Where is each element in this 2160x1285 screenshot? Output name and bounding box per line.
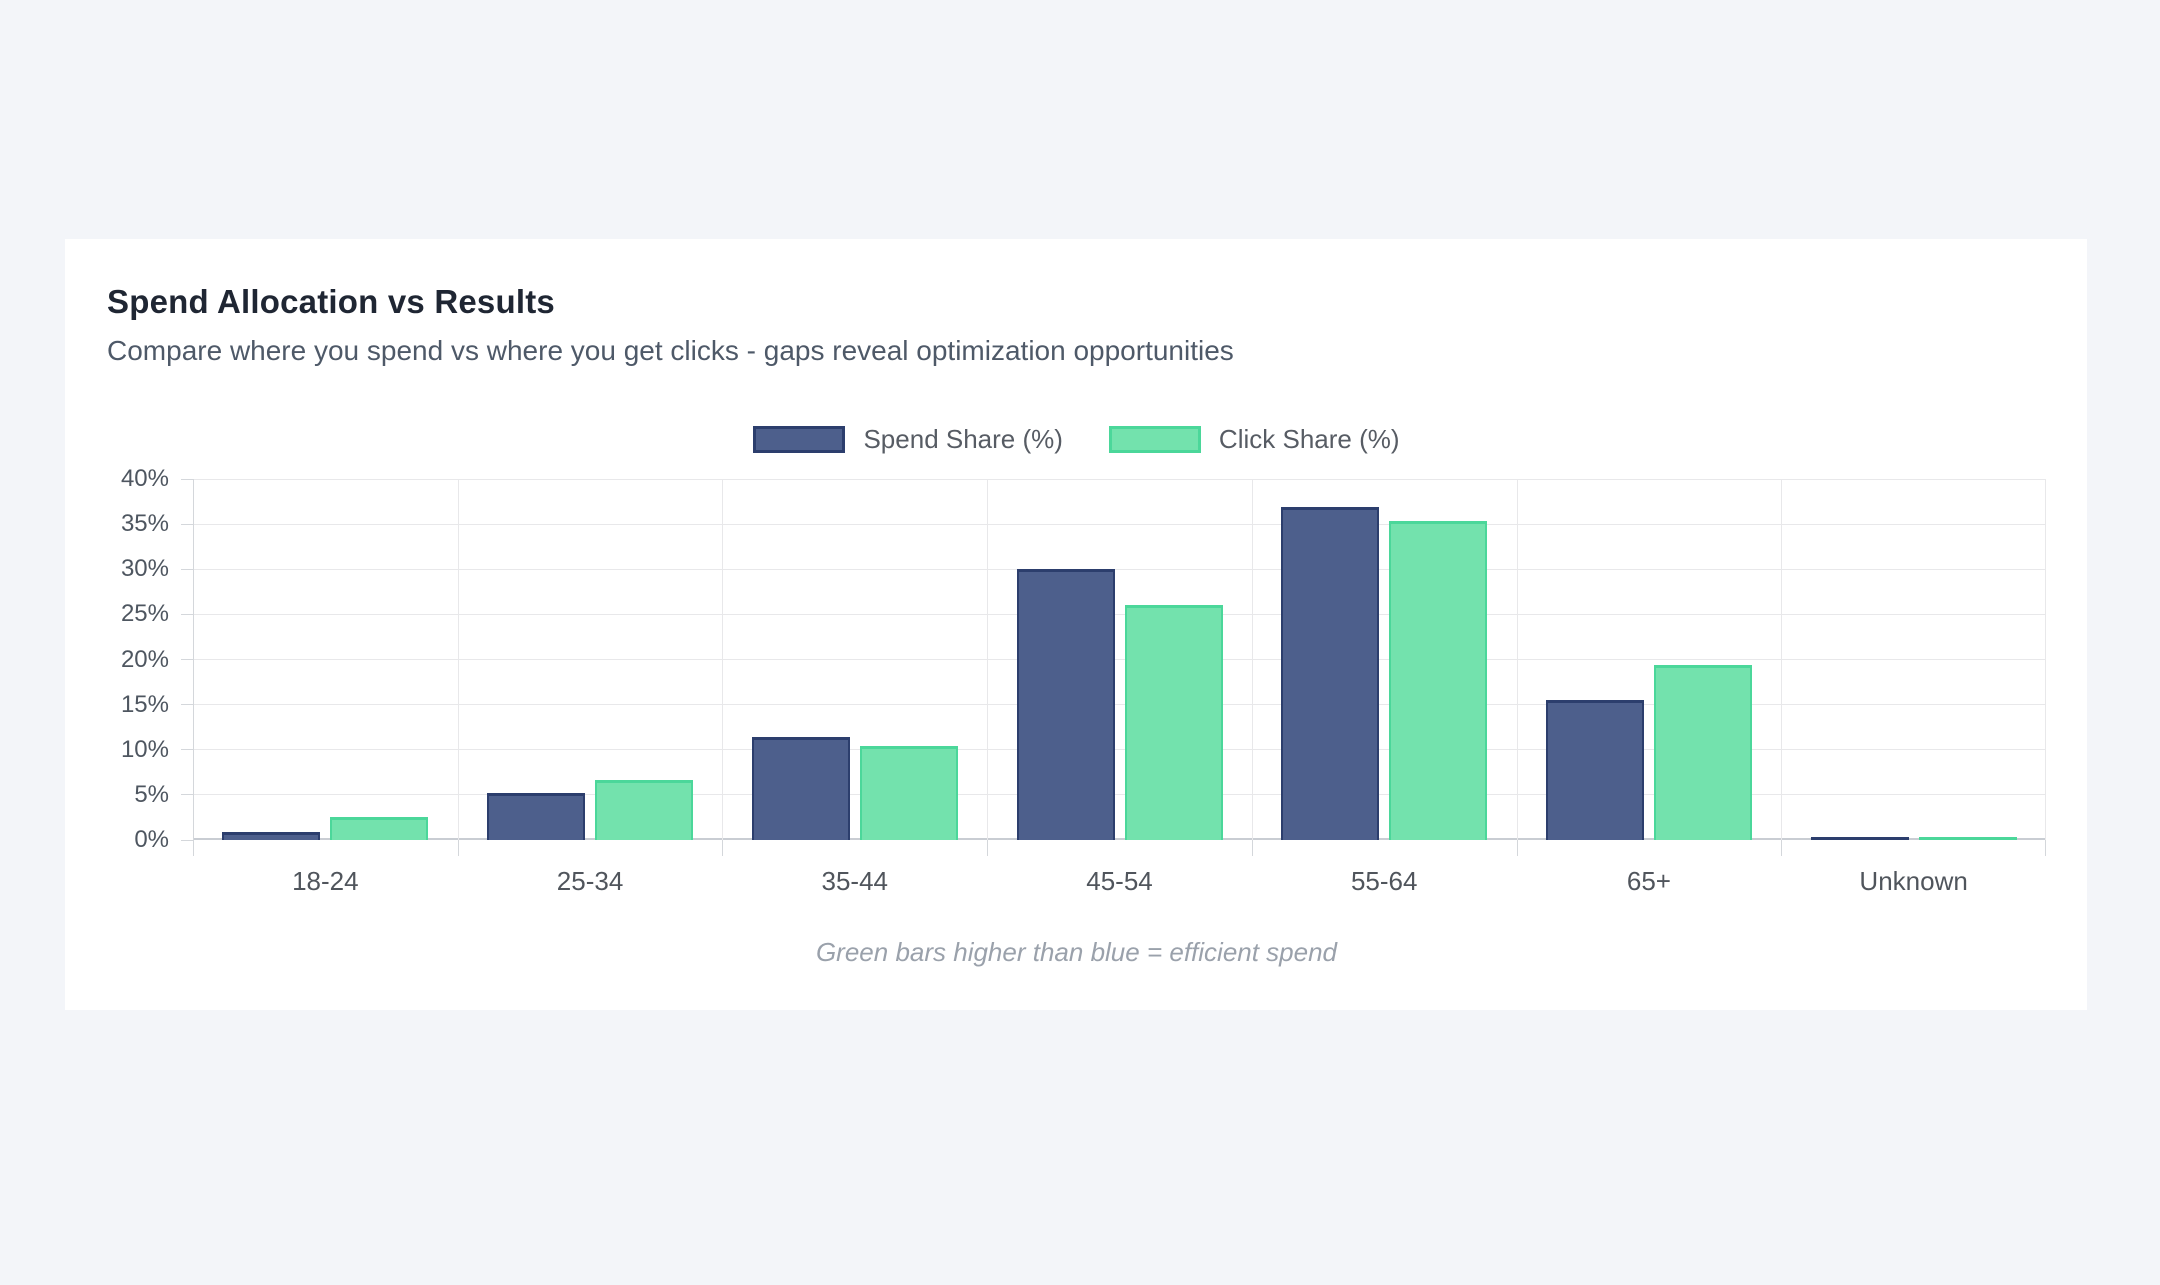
y-axis-tick — [181, 478, 193, 480]
legend-label: Spend Share (%) — [863, 424, 1063, 454]
v-gridline — [722, 479, 724, 840]
x-axis-tick — [722, 840, 724, 856]
x-axis-tick — [1781, 840, 1783, 856]
v-gridline — [987, 479, 989, 840]
y-axis-tick-label: 20% — [120, 645, 169, 673]
bar-spend-35-44[interactable] — [752, 737, 850, 840]
v-gridline — [1516, 479, 1518, 840]
x-axis-tick — [987, 840, 989, 856]
y-axis-tick-label: 30% — [120, 555, 169, 583]
h-gridline — [193, 523, 2046, 525]
y-axis-tick-label: 5% — [134, 780, 169, 808]
chart-footnote: Green bars higher than blue = efficient … — [815, 937, 1338, 967]
bar-spend-65+[interactable] — [1546, 700, 1644, 840]
chart-card: Spend Allocation vs Results Compare wher… — [65, 239, 2087, 1010]
y-axis-tick-label: 35% — [120, 510, 169, 538]
bar-spend-unknown[interactable] — [1811, 837, 1909, 840]
y-axis-tick — [181, 659, 193, 660]
y-axis-tick-label: 15% — [120, 690, 169, 718]
y-axis-line — [193, 479, 194, 840]
y-axis-tick-label: 25% — [120, 600, 169, 628]
bar-click-25-34[interactable] — [595, 780, 693, 840]
v-gridline — [457, 479, 459, 840]
bar-click-45-54[interactable] — [1125, 605, 1223, 840]
bar-click-unknown[interactable] — [1919, 837, 2017, 840]
h-gridline — [193, 794, 2046, 796]
x-axis-label: 55-64 — [1350, 866, 1418, 896]
x-axis-tick — [457, 840, 459, 856]
h-gridline — [193, 568, 2046, 570]
y-axis-tick-label: 40% — [120, 465, 169, 492]
x-axis-label: 65+ — [1626, 866, 1671, 896]
bar-click-35-44[interactable] — [860, 746, 958, 840]
y-axis-tick — [181, 568, 193, 570]
x-axis-tick — [2045, 840, 2046, 856]
x-axis-line — [193, 838, 2046, 840]
v-gridline — [2045, 479, 2046, 840]
bar-click-55-64[interactable] — [1389, 521, 1487, 840]
y-axis-tick-label: 0% — [134, 826, 169, 853]
bar-spend-18-24[interactable] — [222, 832, 320, 840]
chart-subtitle: Compare where you spend vs where you get… — [107, 335, 1234, 366]
y-axis-tick — [181, 839, 193, 841]
y-axis-tick — [181, 704, 193, 706]
x-axis-label: 35-44 — [821, 866, 889, 896]
legend-swatch-icon — [753, 426, 846, 453]
y-axis-tick — [181, 613, 193, 615]
plot-area: 0% 5% 10% 15% 20% 25% 30% 35% 40% 18-24 25-34 35-44… — [121, 465, 2046, 896]
bar-click-18-24[interactable] — [330, 817, 428, 840]
legend-swatch-icon — [1108, 426, 1201, 453]
y-axis-tick-label: 10% — [120, 735, 169, 763]
h-gridline — [193, 613, 2046, 615]
x-axis-label: 18-24 — [292, 866, 359, 896]
v-gridline — [1781, 479, 1783, 840]
h-gridline — [193, 478, 2046, 480]
y-axis-tick — [181, 794, 193, 796]
y-axis-tick — [181, 749, 193, 751]
v-gridline — [1251, 479, 1253, 840]
h-gridline — [193, 704, 2046, 706]
chart-legend: Spend Share (%) Click Share (%) — [107, 424, 2046, 455]
h-gridline — [193, 749, 2046, 751]
h-gridline — [193, 659, 2046, 660]
legend-label: Click Share (%) — [1218, 424, 1400, 454]
legend-item-click[interactable]: Click Share (%) — [1108, 424, 1400, 455]
bar-spend-45-54[interactable] — [1017, 569, 1115, 840]
x-axis-tick — [193, 840, 194, 856]
legend-item-spend[interactable]: Spend Share (%) — [753, 424, 1063, 455]
y-axis-tick — [181, 523, 193, 525]
x-axis-label: Unknown — [1859, 866, 1968, 896]
bar-spend-25-34[interactable] — [487, 793, 585, 840]
chart-title: Spend Allocation vs Results — [107, 283, 555, 320]
x-axis-tick — [1516, 840, 1518, 856]
x-axis-label: 25-34 — [556, 866, 624, 896]
x-axis-tick — [1251, 840, 1253, 856]
bar-spend-55-64[interactable] — [1281, 507, 1379, 840]
bar-click-65+[interactable] — [1654, 665, 1752, 840]
x-axis-label: 45-54 — [1086, 866, 1153, 896]
